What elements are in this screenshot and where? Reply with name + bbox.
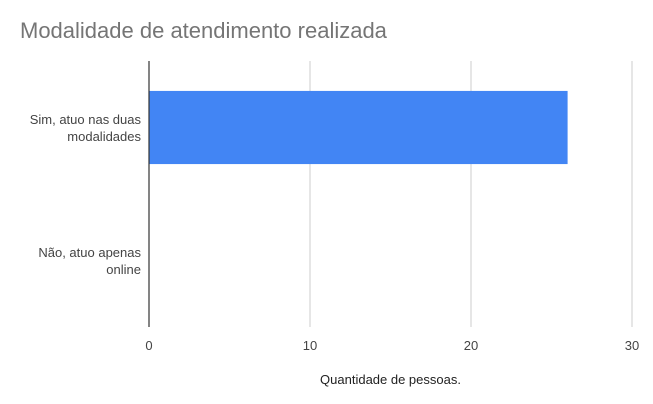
chart-title: Modalidade de atendimento realizada <box>20 18 387 43</box>
bar <box>149 90 568 165</box>
x-tick-label: 0 <box>145 338 152 353</box>
y-tick-label: Não, atuo apenas online <box>38 245 141 277</box>
y-tick-label: Sim, atuo nas duas modalidades <box>30 112 142 144</box>
x-tick-label: 30 <box>625 338 639 353</box>
x-axis-title: Quantidade de pessoas. <box>320 372 461 387</box>
x-tick-label: 20 <box>464 338 478 353</box>
x-tick-label: 10 <box>303 338 317 353</box>
